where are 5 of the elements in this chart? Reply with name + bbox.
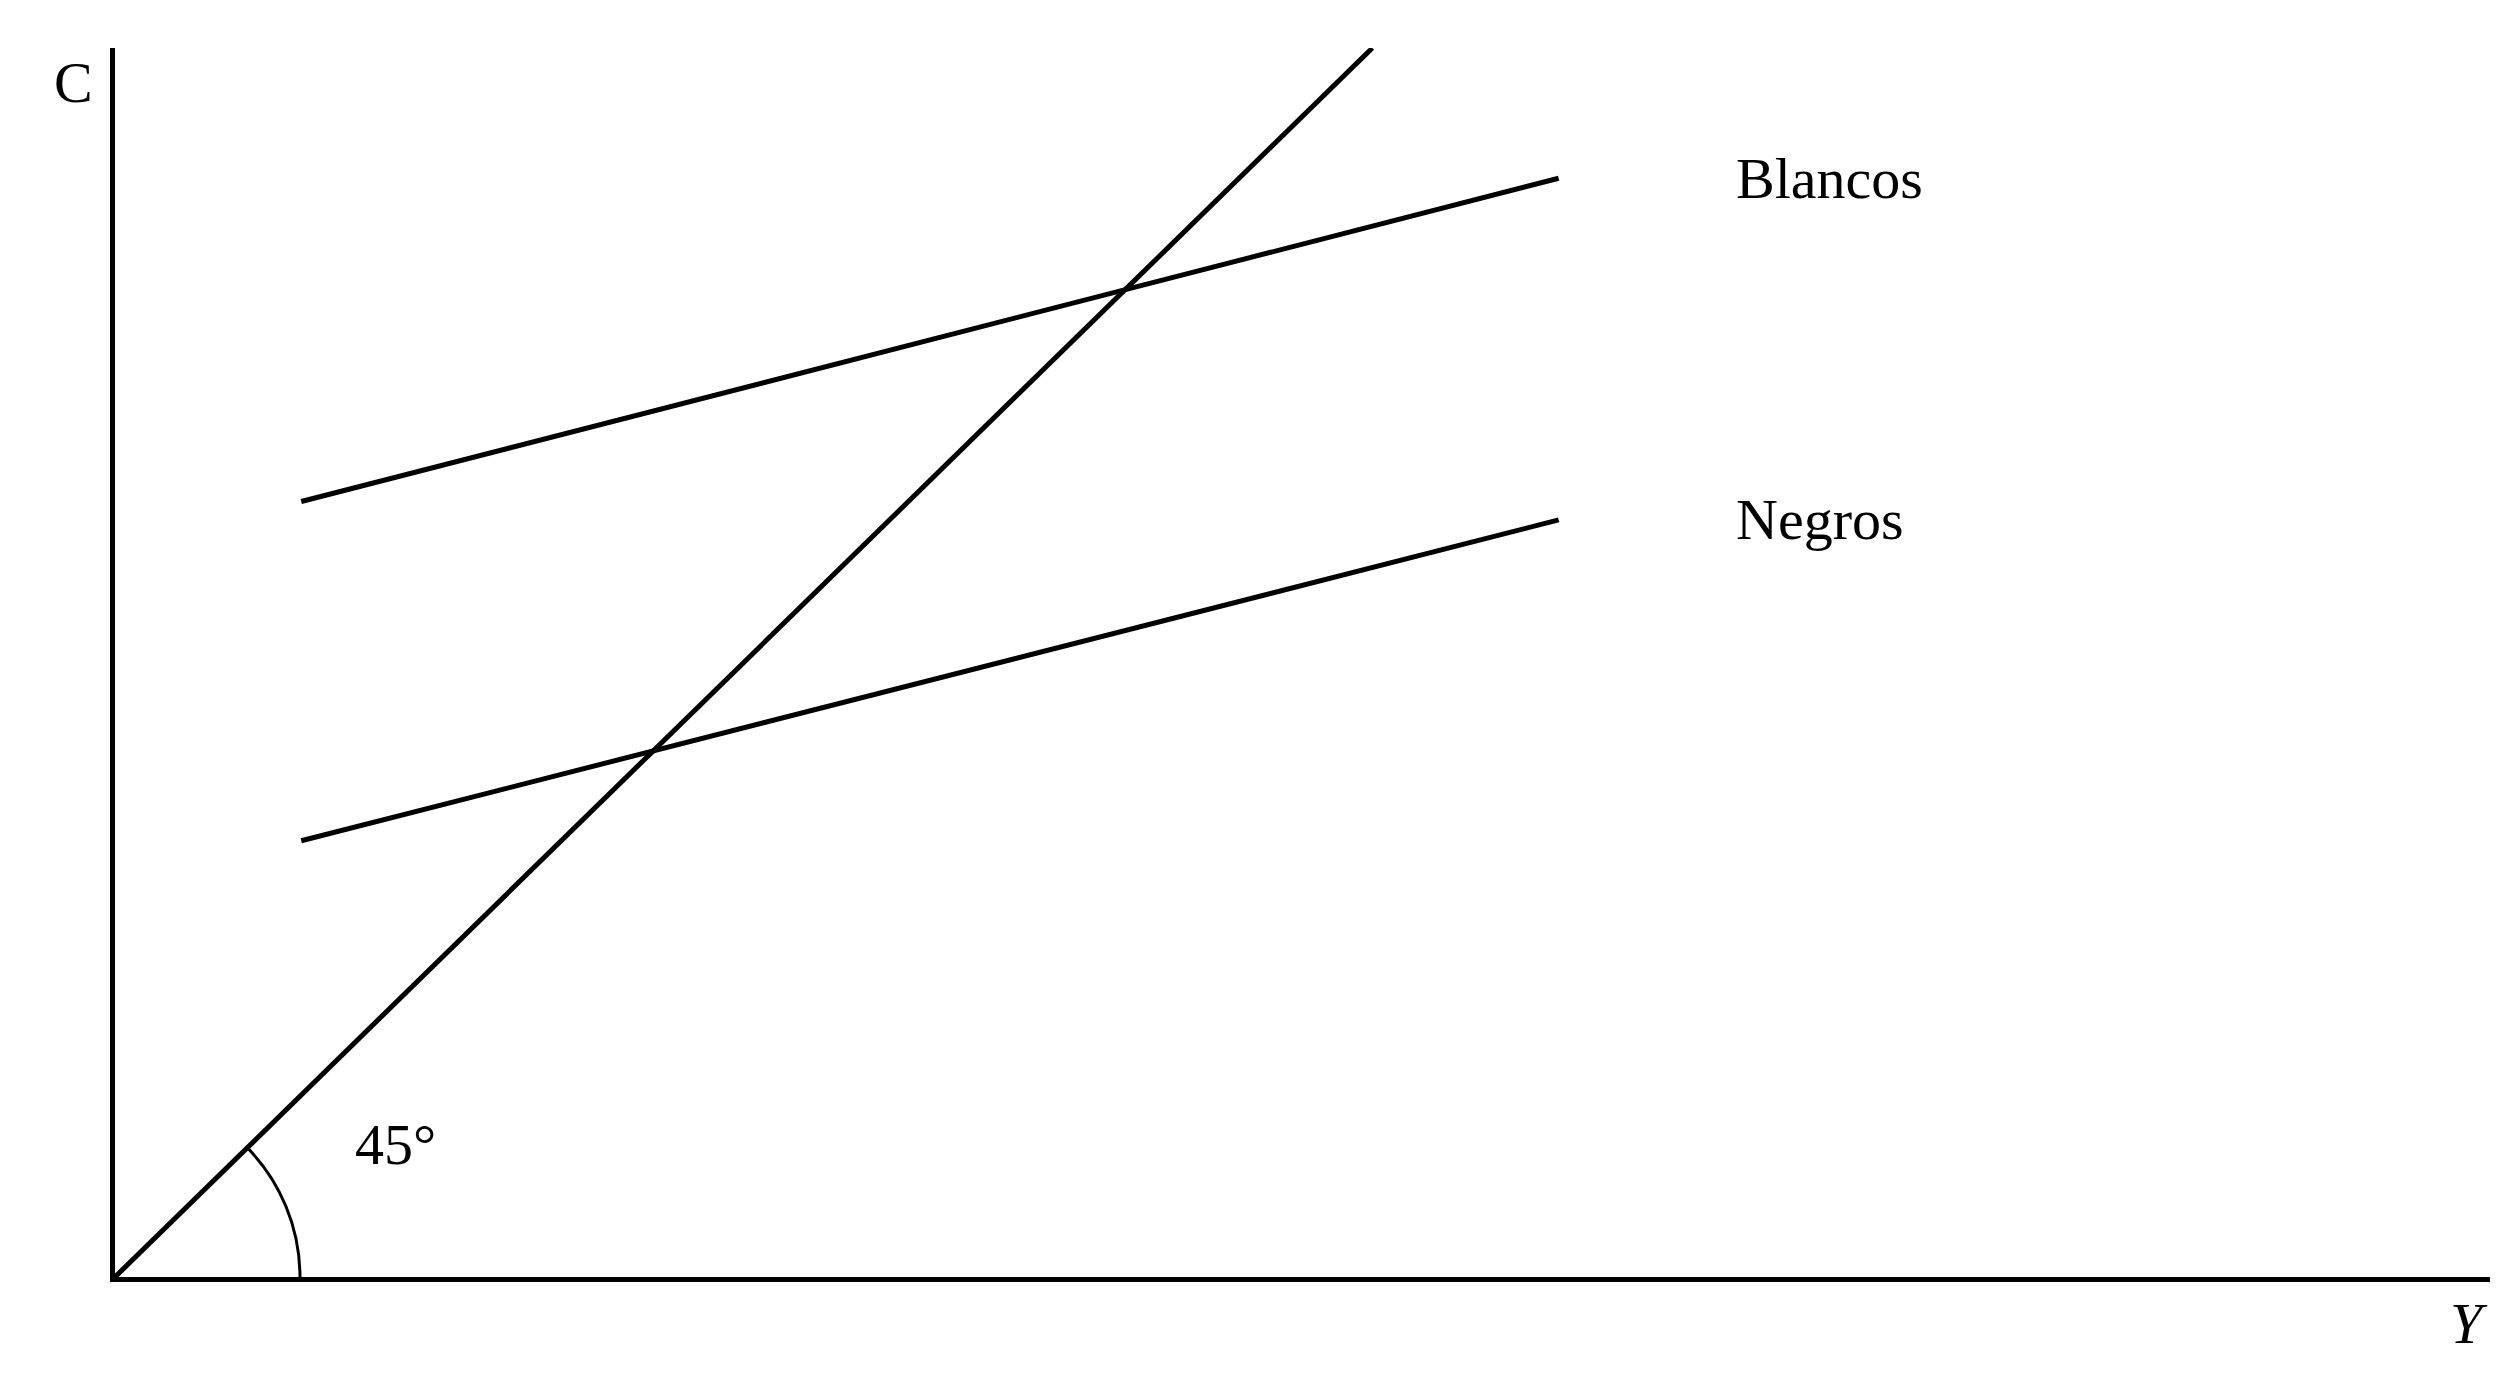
annotation: 45° [355, 1112, 437, 1177]
y-axis-title: C [54, 50, 93, 115]
text: Negros [1736, 487, 1904, 552]
x-axis-title: Y [2450, 1291, 2488, 1356]
text: Blancos [1736, 146, 1923, 211]
